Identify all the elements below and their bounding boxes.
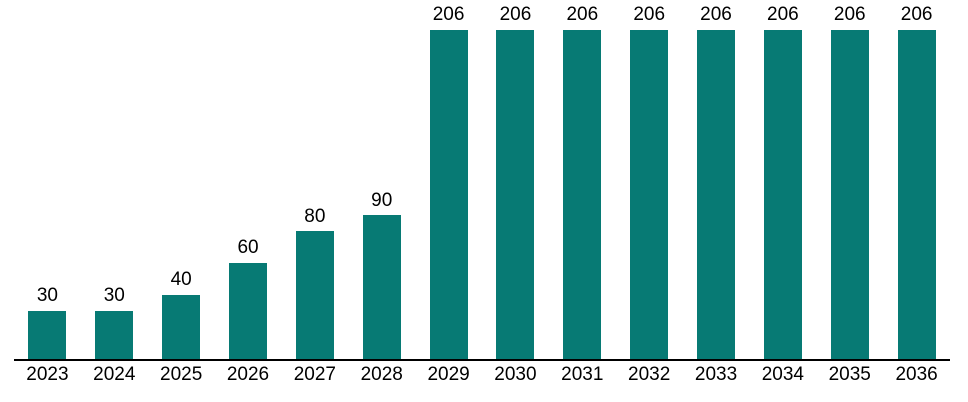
x-axis-label: 2035	[828, 364, 871, 385]
bar	[763, 30, 802, 359]
bar	[95, 311, 134, 359]
bar-value-label: 30	[103, 285, 125, 307]
bar	[362, 215, 401, 359]
bar-group: 30	[14, 0, 81, 359]
x-axis-label: 2023	[26, 364, 69, 385]
bar	[496, 30, 535, 359]
x-axis-label: 2030	[494, 364, 537, 385]
bar-value-label: 206	[566, 4, 599, 26]
bar-group: 80	[281, 0, 348, 359]
bar-value-label: 30	[36, 285, 58, 307]
bar-group: 206	[616, 0, 683, 359]
x-axis-label: 2036	[895, 364, 938, 385]
bar-group: 90	[348, 0, 415, 359]
bar	[697, 30, 736, 359]
bar-value-label: 80	[304, 205, 326, 227]
plot-area: 30 30 40 60 80 90 206 206 206 206 206 206 206 206	[14, 0, 950, 359]
bar	[429, 30, 468, 359]
bar	[229, 263, 267, 359]
x-axis-label: 2031	[561, 364, 604, 385]
x-axis-label: 2034	[761, 364, 805, 385]
bar-group: 40	[148, 0, 215, 359]
bar-value-label: 206	[833, 4, 866, 26]
x-axis-label: 2033	[694, 364, 738, 385]
bar-value-label: 60	[237, 237, 259, 259]
bar-value-label: 40	[170, 269, 192, 291]
bar-group: 30	[81, 0, 148, 359]
x-axis-label: 2028	[360, 364, 403, 385]
bar-value-label: 90	[371, 189, 393, 211]
bar-group: 206	[415, 0, 482, 359]
bar	[563, 30, 602, 359]
bar-group: 206	[883, 0, 950, 359]
bar-value-label: 206	[499, 4, 532, 26]
x-axis-label: 2026	[226, 364, 270, 385]
bar-value-label: 206	[633, 4, 666, 26]
x-axis-label: 2025	[160, 364, 203, 385]
bar-group: 206	[549, 0, 616, 359]
bar	[897, 30, 936, 359]
bar-group: 206	[482, 0, 549, 359]
bar	[28, 311, 67, 359]
x-axis-label: 2024	[93, 364, 136, 385]
bar-value-label: 206	[432, 4, 465, 26]
bar-group: 60	[215, 0, 282, 359]
x-axis-label: 2027	[293, 364, 336, 385]
bar-value-label: 206	[700, 4, 732, 26]
bar	[630, 30, 669, 359]
x-axis: 2023 2024 2025 2026 2027 2028 2029 2030 2031 2032…	[14, 364, 950, 386]
bar	[162, 295, 201, 359]
bar	[295, 231, 334, 359]
bar-group: 206	[749, 0, 816, 359]
bar-group: 206	[683, 0, 750, 359]
x-axis-line	[14, 359, 950, 361]
x-axis-label: 2029	[427, 364, 470, 385]
bar	[830, 30, 869, 359]
bar-group: 206	[816, 0, 883, 359]
bar-value-label: 206	[900, 4, 933, 26]
bar-value-label: 206	[767, 4, 799, 26]
x-axis-label: 2032	[628, 364, 671, 385]
